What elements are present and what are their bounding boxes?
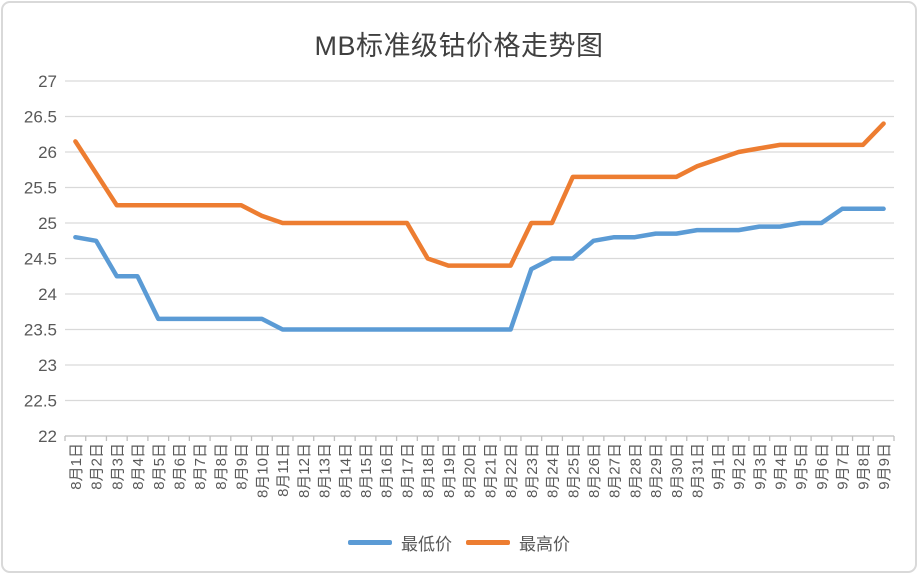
x-category-label: 8月26日 — [586, 443, 603, 498]
legend: 最低价 最高价 — [3, 530, 915, 555]
x-category-label: 8月6日 — [171, 443, 188, 490]
x-category-label: 9月3日 — [752, 443, 769, 490]
x-category-label: 8月11日 — [275, 443, 292, 497]
y-tick-label: 22 — [38, 427, 57, 446]
y-tick-label: 25.5 — [24, 179, 57, 198]
x-category-label: 8月24日 — [545, 443, 562, 498]
min-price-legend-label: 最低价 — [401, 535, 452, 554]
max-price-legend-label: 最高价 — [519, 535, 570, 554]
x-category-label: 8月25日 — [565, 443, 582, 498]
x-category-label: 8月19日 — [441, 443, 458, 498]
x-category-label: 8月21日 — [482, 443, 499, 498]
x-category-label: 8月30日 — [669, 443, 686, 498]
x-category-label: 8月18日 — [420, 443, 437, 498]
x-category-label: 8月20日 — [462, 443, 479, 498]
x-category-label: 8月15日 — [358, 443, 375, 498]
y-tick-label: 23.5 — [24, 321, 57, 340]
x-category-label: 8月28日 — [627, 443, 644, 498]
x-category-label: 8月8日 — [213, 443, 230, 490]
y-tick-label: 26 — [38, 143, 57, 162]
x-category-label: 9月5日 — [793, 443, 810, 490]
min-price-legend-swatch — [348, 540, 392, 545]
x-category-label: 9月1日 — [710, 443, 727, 490]
y-tick-label: 27 — [38, 72, 57, 91]
y-tick-label: 26.5 — [24, 108, 57, 127]
x-category-label: 9月7日 — [835, 443, 852, 490]
y-tick-label: 25 — [38, 214, 57, 233]
x-category-label: 9月6日 — [814, 443, 831, 490]
plot-area: 22 22.5 23 23.5 24 24.5 25 25.5 26 26.5 27 8月1日 8月2日… — [24, 72, 895, 498]
min-price-line — [73, 206, 886, 332]
x-category-label: 8月10日 — [254, 443, 271, 498]
x-category-label: 8月16日 — [379, 443, 396, 498]
x-category-label: 8月2日 — [89, 443, 106, 490]
x-category-label: 8月31日 — [690, 443, 707, 498]
y-tick-label: 23 — [38, 356, 57, 375]
y-tick-label: 24 — [38, 285, 57, 304]
x-category-label: 8月27日 — [607, 443, 624, 498]
chart-title: MB标准级钴价格走势图 — [314, 31, 604, 61]
x-category-label: 8月23日 — [524, 443, 541, 498]
x-category-label: 8月5日 — [151, 443, 168, 490]
x-category-label: 8月13日 — [317, 443, 334, 498]
x-category-label: 8月4日 — [130, 443, 147, 490]
x-category-label: 8月3日 — [109, 443, 126, 490]
max-price-legend-swatch — [466, 540, 510, 545]
x-category-label: 8月17日 — [399, 443, 416, 498]
x-category-label: 9月8日 — [855, 443, 872, 490]
y-tick-label: 24.5 — [24, 250, 57, 269]
x-category-label: 9月2日 — [731, 443, 748, 490]
x-category-label: 8月9日 — [234, 443, 251, 490]
x-category-label: 8月29日 — [648, 443, 665, 498]
x-category-label: 8月22日 — [503, 443, 520, 498]
x-category-label: 9月4日 — [773, 443, 790, 490]
x-category-label: 9月9日 — [876, 443, 893, 490]
y-tick-label: 22.5 — [24, 392, 57, 411]
max-price-line — [73, 121, 886, 268]
x-category-label: 8月1日 — [68, 443, 85, 490]
x-category-label: 8月7日 — [192, 443, 209, 490]
x-category-label: 8月14日 — [337, 443, 354, 498]
x-category-label: 8月12日 — [296, 443, 313, 498]
